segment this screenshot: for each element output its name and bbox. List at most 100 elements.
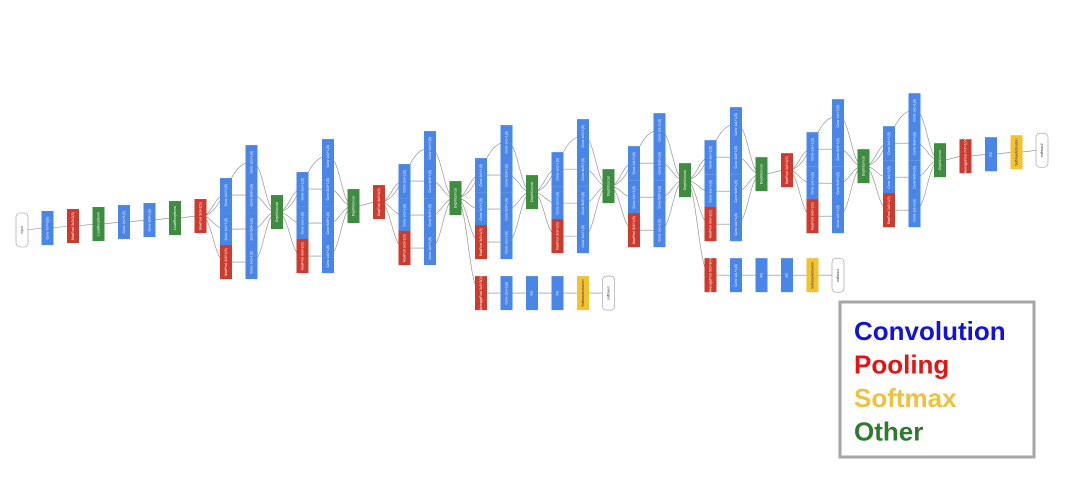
node-label: Conv 1x1+1(S) [249,151,253,174]
node-box [67,209,79,244]
node-label: Conv 1x1+1(S) [326,145,330,168]
node-box [424,131,436,166]
node-label: Conv 1x1+1(S) [632,186,636,209]
node-box [577,276,589,311]
node: Conv 1x1+1(S) [551,186,564,221]
node-label: Conv 5x5+1(S) [428,204,432,227]
node: Conv 1x1+1(S) [398,198,411,233]
node-label: Conv 5x5+1(S) [504,198,508,221]
node: Conv 1x1+1(S) [220,212,232,247]
node-label: Conv 1x1+1(S) [224,218,228,241]
node-label: MaxPool 3x3+2(S) [198,202,202,230]
node-label: MaxPool 3x3+1(S) [224,248,228,276]
node-box [398,198,411,233]
node-label: FC [785,272,789,277]
node-label: Conv 1x1+1(S) [810,138,814,161]
node-box [679,163,691,198]
node-label: Conv 1x1+1(S) [734,113,738,136]
node: DepthConcat [347,189,360,224]
node-label: softmax1 [836,268,840,282]
node: Conv 3x3+1(S) [577,152,589,187]
node-box [730,258,742,293]
node-label: Conv 3x3+1(S) [912,132,916,155]
node: MaxPool 3x3+1(S) [475,225,487,260]
node: Conv 5x5+1(S) [424,198,436,233]
node: MaxPool 3x3+1(S) [806,199,819,234]
node: FC [551,276,564,311]
node: Conv 1x1+1(S) [628,146,640,181]
node-box [653,180,666,215]
node-label: FC [555,290,559,295]
node-label: Conv 1x1+1(S) [504,282,508,305]
node-box [832,99,844,134]
node-label: Conv 1x1+1(S) [836,205,840,228]
node-box [730,107,742,142]
node-label: Conv 3x3+1(S) [147,209,151,232]
node-box [194,199,207,234]
node-label: DepthConcat [861,156,865,176]
node-label: SoftmaxActivation [581,279,585,306]
node-box [475,158,487,193]
node-label: Conv 1x1+1(S) [734,213,738,236]
node-box [934,143,946,178]
node-label: softmax0 [606,286,610,300]
node-label: Conv 1x1+1(S) [555,192,559,215]
node-box [577,152,589,187]
node: Conv 1x1+1(S) [653,213,666,248]
node-label: softmax2 [1040,143,1044,157]
node-box [831,257,845,293]
node-label: AveragePool 5x5+3(V) [479,276,483,310]
node-label: FC [759,272,763,277]
node-box [730,174,742,209]
node-box [1035,132,1049,168]
node: Conv 1x1+1(S) [500,125,513,160]
node-box [41,211,54,246]
node: MaxPool 3x3+2(S) [67,209,79,244]
node-box [908,93,921,128]
node: Conv 5x5+1(S) [500,192,513,227]
node-box [628,213,640,248]
node-label: Conv 3x3+1(S) [326,178,330,201]
nodes: input Conv 7x7+2(S) MaxPool 3x3+2(S) LocalR… [15,93,1049,311]
node: Conv 1x1+1(S) [883,126,895,161]
node: SoftmaxActivation [577,276,589,311]
node-box [526,175,538,210]
node-box [832,199,844,234]
node-label: Conv 1x1+1(S) [734,264,738,287]
node-box [806,166,819,201]
node: MaxPool 3x3+1(S) [398,231,411,266]
node-box [322,172,334,207]
node-label: MaxPool 3x3+1(S) [479,228,483,256]
node-label: Conv 1x1+1(S) [402,170,406,193]
node: Conv 5x5+1(S) [908,160,921,195]
node: Conv 1x1+1(S) [883,160,895,195]
node-label: Conv 1x1+1(S) [504,131,508,154]
node: softmax2 [1035,132,1049,168]
node-box [730,140,742,175]
node-label: Conv 1x1+1(S) [657,119,661,142]
node: Conv 1x1+1(S) [577,119,589,154]
node-box [883,193,895,228]
node: Conv 3x3+1(S) [322,172,334,207]
node-label: LocalRespNorm [96,212,100,236]
node-box [500,225,513,260]
node-box [1010,135,1023,170]
node-label: Conv 1x1+1(S) [428,237,432,260]
node-box [322,206,334,241]
node: Conv 1x1+1(S) [500,276,513,311]
node: Conv 1x1+1(S) [245,145,258,180]
node: Conv 1x1+1(S) [704,140,717,175]
node-box [730,207,742,242]
node-box [15,212,29,248]
node-label: Conv 1x1+1(S) [428,137,432,160]
node: MaxPool 3x3+1(S) [551,219,564,254]
node-box [449,181,462,216]
node: DepthConcat [526,175,538,210]
node-box [526,276,538,311]
node-label: MaxPool 3x3+1(S) [708,210,712,238]
node-label: Conv 7x7+2(S) [45,217,49,240]
node-label: input [20,226,24,233]
node-label: DepthConcat [938,150,942,170]
